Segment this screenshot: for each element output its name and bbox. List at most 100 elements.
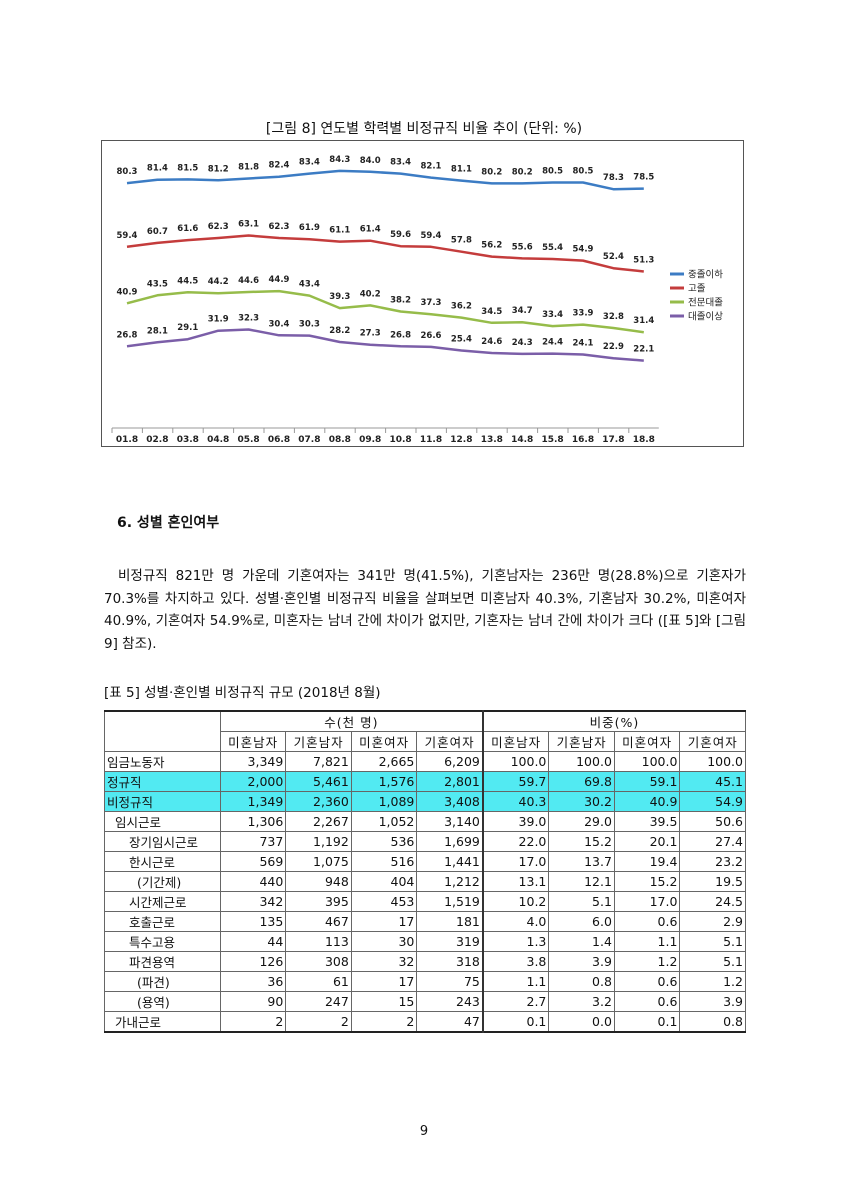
table-cell: 17.0	[613, 891, 681, 912]
table-row: (파견) 36 61 17 75 1.1 0.8 0.6 1.2	[104, 971, 746, 992]
table-cell: 1,441	[416, 851, 484, 872]
row-label: (파견)	[104, 971, 221, 992]
table-cell: 5.1	[679, 931, 746, 952]
table-cell: 100.0	[613, 751, 681, 772]
data-label: 24.4	[542, 338, 563, 348]
table-cell: 0.6	[613, 911, 681, 932]
table-cell: 0.8	[548, 971, 615, 992]
data-label: 24.1	[573, 338, 594, 348]
row-label: 장기임시근로	[104, 831, 221, 852]
table-cell: 36	[219, 971, 287, 992]
table-cell: 1,699	[416, 831, 484, 852]
data-label: 30.3	[299, 320, 320, 330]
table-cell: 17	[350, 971, 418, 992]
table-cell: 40.9	[613, 791, 681, 812]
table-cell: 1.1	[481, 971, 550, 992]
x-tick-label: 15.8	[541, 435, 563, 445]
data-label: 78.5	[633, 173, 654, 183]
data-label: 34.5	[481, 307, 502, 317]
data-label: 82.4	[269, 161, 290, 171]
table-cell: 13.7	[548, 851, 615, 872]
row-label: 정규직	[104, 771, 221, 792]
row-label: 시간제근로	[104, 891, 221, 912]
data-label: 80.2	[481, 167, 502, 177]
data-label: 44.6	[238, 276, 259, 286]
table-cell: 3,140	[416, 811, 484, 832]
data-label: 83.4	[390, 158, 411, 168]
table-cell: 247	[285, 991, 352, 1012]
table-cell: 569	[219, 851, 287, 872]
table-cell: 0.1	[481, 1011, 550, 1033]
data-label: 30.4	[269, 319, 290, 329]
table-cell: 7,821	[285, 751, 352, 772]
table-row: 장기임시근로 737 1,192 536 1,699 22.0 15.2 20.1 27.4	[104, 831, 746, 852]
data-label: 29.1	[177, 323, 198, 333]
table-cell: 0.0	[548, 1011, 615, 1033]
data-label: 28.2	[329, 326, 350, 336]
table-row: 파견용역 126 308 32 318 3.8 3.9 1.2 5.1	[104, 951, 746, 972]
page-number: 9	[419, 1124, 429, 1139]
table-cell: 4.0	[481, 911, 550, 932]
table-cell: 27.4	[679, 831, 746, 852]
table-row: 임시근로 1,306 2,267 1,052 3,140 39.0 29.0 39.5 50.6	[104, 811, 746, 832]
table-cell: 318	[416, 951, 484, 972]
x-tick-label: 14.8	[511, 435, 533, 445]
table-cell: 516	[350, 851, 418, 872]
column-header: 미혼남자	[481, 731, 550, 752]
table-cell: 69.8	[548, 771, 615, 792]
data-label: 40.2	[360, 289, 381, 299]
data-label: 24.6	[481, 337, 502, 347]
figure-caption: [그림 8] 연도별 학력별 비정규직 비율 추이 (단위: %)	[265, 121, 583, 137]
data-label: 84.3	[329, 155, 350, 165]
table-cell: 5.1	[679, 951, 746, 972]
column-header: 미혼여자	[613, 731, 681, 752]
table-cell: 54.9	[679, 791, 746, 812]
table-row: (용역) 90 247 15 243 2.7 3.2 0.6 3.9	[104, 991, 746, 1012]
table-cell: 59.1	[613, 771, 681, 792]
data-label: 55.6	[512, 242, 533, 252]
table-cell: 29.0	[548, 811, 615, 832]
table-cell: 17.0	[481, 851, 550, 872]
table-cell: 2	[350, 1011, 418, 1033]
table-cell: 1.1	[613, 931, 681, 952]
data-label: 43.4	[299, 280, 320, 290]
data-label: 36.2	[451, 302, 472, 312]
x-tick-label: 10.8	[389, 435, 411, 445]
data-label: 84.0	[360, 156, 381, 166]
table-cell: 19.4	[613, 851, 681, 872]
data-label: 83.4	[299, 158, 320, 168]
table-cell: 30.2	[548, 791, 615, 812]
group-header-share: 비중(%)	[481, 710, 746, 732]
data-table: 수(천 명) 비중(%) 미혼남자 기혼남자 미혼여자 기혼여자 미혼남자 기혼남자 미혼여…	[104, 710, 746, 1033]
table-cell: 24.5	[679, 891, 746, 912]
data-label: 28.1	[147, 326, 168, 336]
table-cell: 0.6	[613, 971, 681, 992]
table-cell: 737	[219, 831, 287, 852]
table-cell: 2	[219, 1011, 287, 1033]
data-label: 61.9	[299, 223, 320, 233]
table-cell: 50.6	[679, 811, 746, 832]
line-chart: 01.8 02.8 03.8 04.8 05.8 06.8 07.8 08.8 09.8 10.8…	[101, 140, 744, 447]
data-label: 59.4	[421, 231, 442, 241]
data-label: 25.4	[451, 335, 472, 345]
table-caption: [표 5] 성별·혼인별 비정규직 규모 (2018년 8월)	[104, 685, 381, 701]
chart-svg: 01.8 02.8 03.8 04.8 05.8 06.8 07.8 08.8 09.8 10.8…	[111, 155, 723, 445]
data-label: 59.6	[390, 230, 411, 240]
row-label: 특수고용	[104, 931, 221, 952]
data-label: 57.8	[451, 236, 472, 246]
table-cell: 1,576	[350, 771, 418, 792]
table-cell: 1,192	[285, 831, 352, 852]
table-cell: 3,349	[219, 751, 287, 772]
table-cell: 2.9	[679, 911, 746, 932]
row-label: (용역)	[104, 991, 221, 1012]
table-cell: 6,209	[416, 751, 484, 772]
x-tick-label: 09.8	[359, 435, 381, 445]
section-paragraph: 비정규직 821만 명 가운데 기혼여자는 341만 명(41.5%), 기혼남…	[104, 568, 746, 652]
data-label: 26.8	[390, 330, 411, 340]
data-label: 81.4	[147, 164, 168, 174]
data-label: 78.3	[603, 173, 624, 183]
data-label: 43.5	[147, 279, 168, 289]
x-tick-label: 11.8	[420, 435, 442, 445]
data-label: 59.4	[117, 231, 138, 241]
data-label: 22.1	[633, 345, 654, 355]
